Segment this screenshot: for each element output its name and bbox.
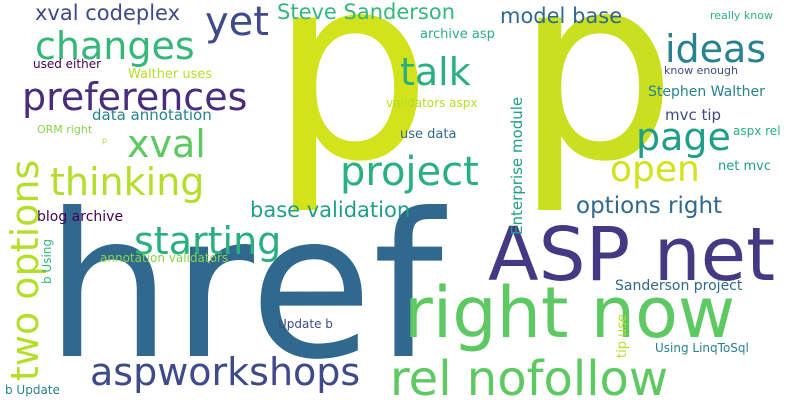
word-rel-nofollow: rel nofollow	[390, 351, 669, 400]
word-preferences: preferences	[22, 75, 248, 119]
word-xval-codeplex: xval codeplex	[35, 1, 181, 25]
word-page: page	[636, 115, 731, 159]
word-yet: yet	[205, 0, 269, 45]
word-href: href	[45, 171, 444, 400]
word-orm-right: ORM right	[37, 123, 93, 136]
word-changes: changes	[35, 24, 195, 68]
word-b-using: b Using	[40, 238, 54, 284]
word-model-base: model base	[500, 4, 623, 28]
word-asp-net: ASP net	[488, 212, 776, 298]
word-p-1: p	[270, 0, 432, 218]
word-aspworkshops: aspworkshops	[90, 350, 361, 394]
word-xval: xval	[127, 122, 206, 166]
word-starting: starting	[134, 219, 282, 263]
word-p-small: p	[102, 136, 108, 145]
word-open: open	[610, 149, 700, 190]
word-two-options: two options	[3, 159, 47, 381]
word-used-either: used either	[33, 57, 102, 71]
word-tip-use: tip use	[615, 313, 630, 358]
word-archive-asp: archive asp	[420, 27, 495, 42]
word-know-enough: know enough	[664, 64, 738, 77]
word-project: project	[340, 149, 479, 195]
word-stephen-walther: Stephen Walther	[648, 84, 765, 100]
word-use-data: use data	[400, 127, 457, 142]
word-right-now: right now	[404, 272, 736, 354]
word-sanderson-project: Sanderson project	[615, 278, 743, 294]
word-steve-sanderson: Steve Sanderson	[277, 0, 455, 24]
word-enterprise-module: Enterprise module	[508, 96, 526, 235]
word-using-linqtosql: Using LinqToSql	[655, 341, 749, 355]
word-data-annotation: data annotation	[92, 106, 212, 124]
word-options-right: options right	[576, 193, 723, 219]
word-aspx-rel: aspx rel	[733, 124, 781, 138]
word-talk: talk	[400, 50, 471, 94]
word-walther-uses: Walther uses	[128, 67, 213, 82]
word-mvc-tip: mvc tip	[665, 106, 722, 124]
word-ideas: ideas	[665, 27, 767, 71]
word-annotation-validators: annotation validators	[100, 251, 229, 265]
word-thinking: thinking	[50, 160, 205, 204]
word-b-update: b Update	[5, 383, 60, 397]
word-update-b: Update b	[278, 317, 333, 331]
word-blog-archive: blog archive	[37, 209, 124, 225]
word-really-know: really know	[710, 9, 773, 22]
word-base-validation: base validation	[250, 198, 411, 222]
word-validators-aspx: validators aspx	[386, 96, 478, 110]
word-p-2: p	[515, 0, 677, 218]
word-net-mvc: net mvc	[718, 159, 771, 174]
